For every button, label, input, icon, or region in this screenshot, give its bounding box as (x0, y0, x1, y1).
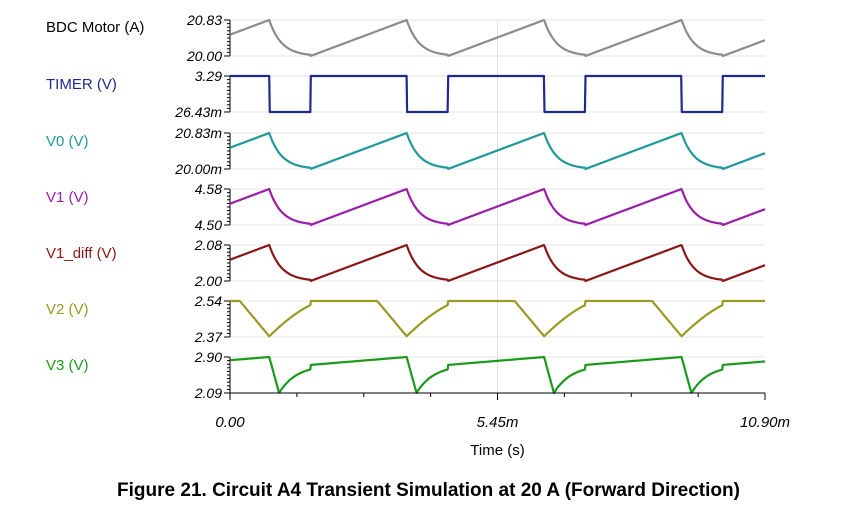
series-label-v1: V1 (V) (46, 189, 89, 206)
series-line-bdc (229, 18, 766, 58)
transient-simulation-chart: 20.83 20.00 BDC Motor (A) 3.29 26.43m TIMER (… (46, 12, 790, 459)
series-line-v2 (229, 299, 766, 338)
y-tick-label-bottom-timer: 26.43m (174, 104, 222, 120)
figure-caption: Figure 21. Circuit A4 Transient Simulati… (117, 480, 740, 501)
y-tick-label-top-v1_diff: 2.08 (194, 237, 222, 253)
y-tick-label-top-bdc: 20.83 (186, 12, 222, 28)
series-label-v0: V0 (V) (46, 133, 89, 150)
y-tick-label-bottom-v3: 2.09 (194, 385, 222, 401)
series-label-timer: TIMER (V) (46, 76, 117, 93)
x-tick-label: 5.45m (477, 414, 519, 431)
series-label-bdc: BDC Motor (A) (46, 19, 144, 36)
series-line-v0 (229, 131, 766, 171)
y-tick-label-bottom-v0: 20.00m (174, 161, 222, 177)
y-tick-label-top-v3: 2.90 (194, 349, 222, 365)
series-label-v3: V3 (V) (46, 357, 89, 374)
y-tick-label-top-timer: 3.29 (195, 68, 222, 84)
y-tick-label-bottom-v1_diff: 2.00 (194, 273, 222, 289)
series-line-v3 (229, 355, 766, 395)
y-tick-label-top-v0: 20.83m (174, 125, 222, 141)
x-tick-label: 0.00 (215, 414, 245, 431)
y-tick-label-top-v1: 4.58 (195, 181, 222, 197)
y-tick-label-bottom-v1: 4.50 (195, 217, 222, 233)
series-label-v2: V2 (V) (46, 301, 89, 318)
x-tick-label: 10.90m (740, 414, 790, 431)
x-axis-label: Time (s) (470, 442, 524, 459)
series-line-timer (229, 74, 766, 114)
y-tick-label-bottom-bdc: 20.00 (186, 48, 222, 64)
y-tick-label-top-v2: 2.54 (194, 293, 222, 309)
series-line-v1 (229, 187, 766, 227)
y-tick-label-bottom-v2: 2.37 (194, 329, 223, 345)
series-label-v1_diff: V1_diff (V) (46, 245, 117, 262)
series-line-v1_diff (229, 243, 766, 283)
